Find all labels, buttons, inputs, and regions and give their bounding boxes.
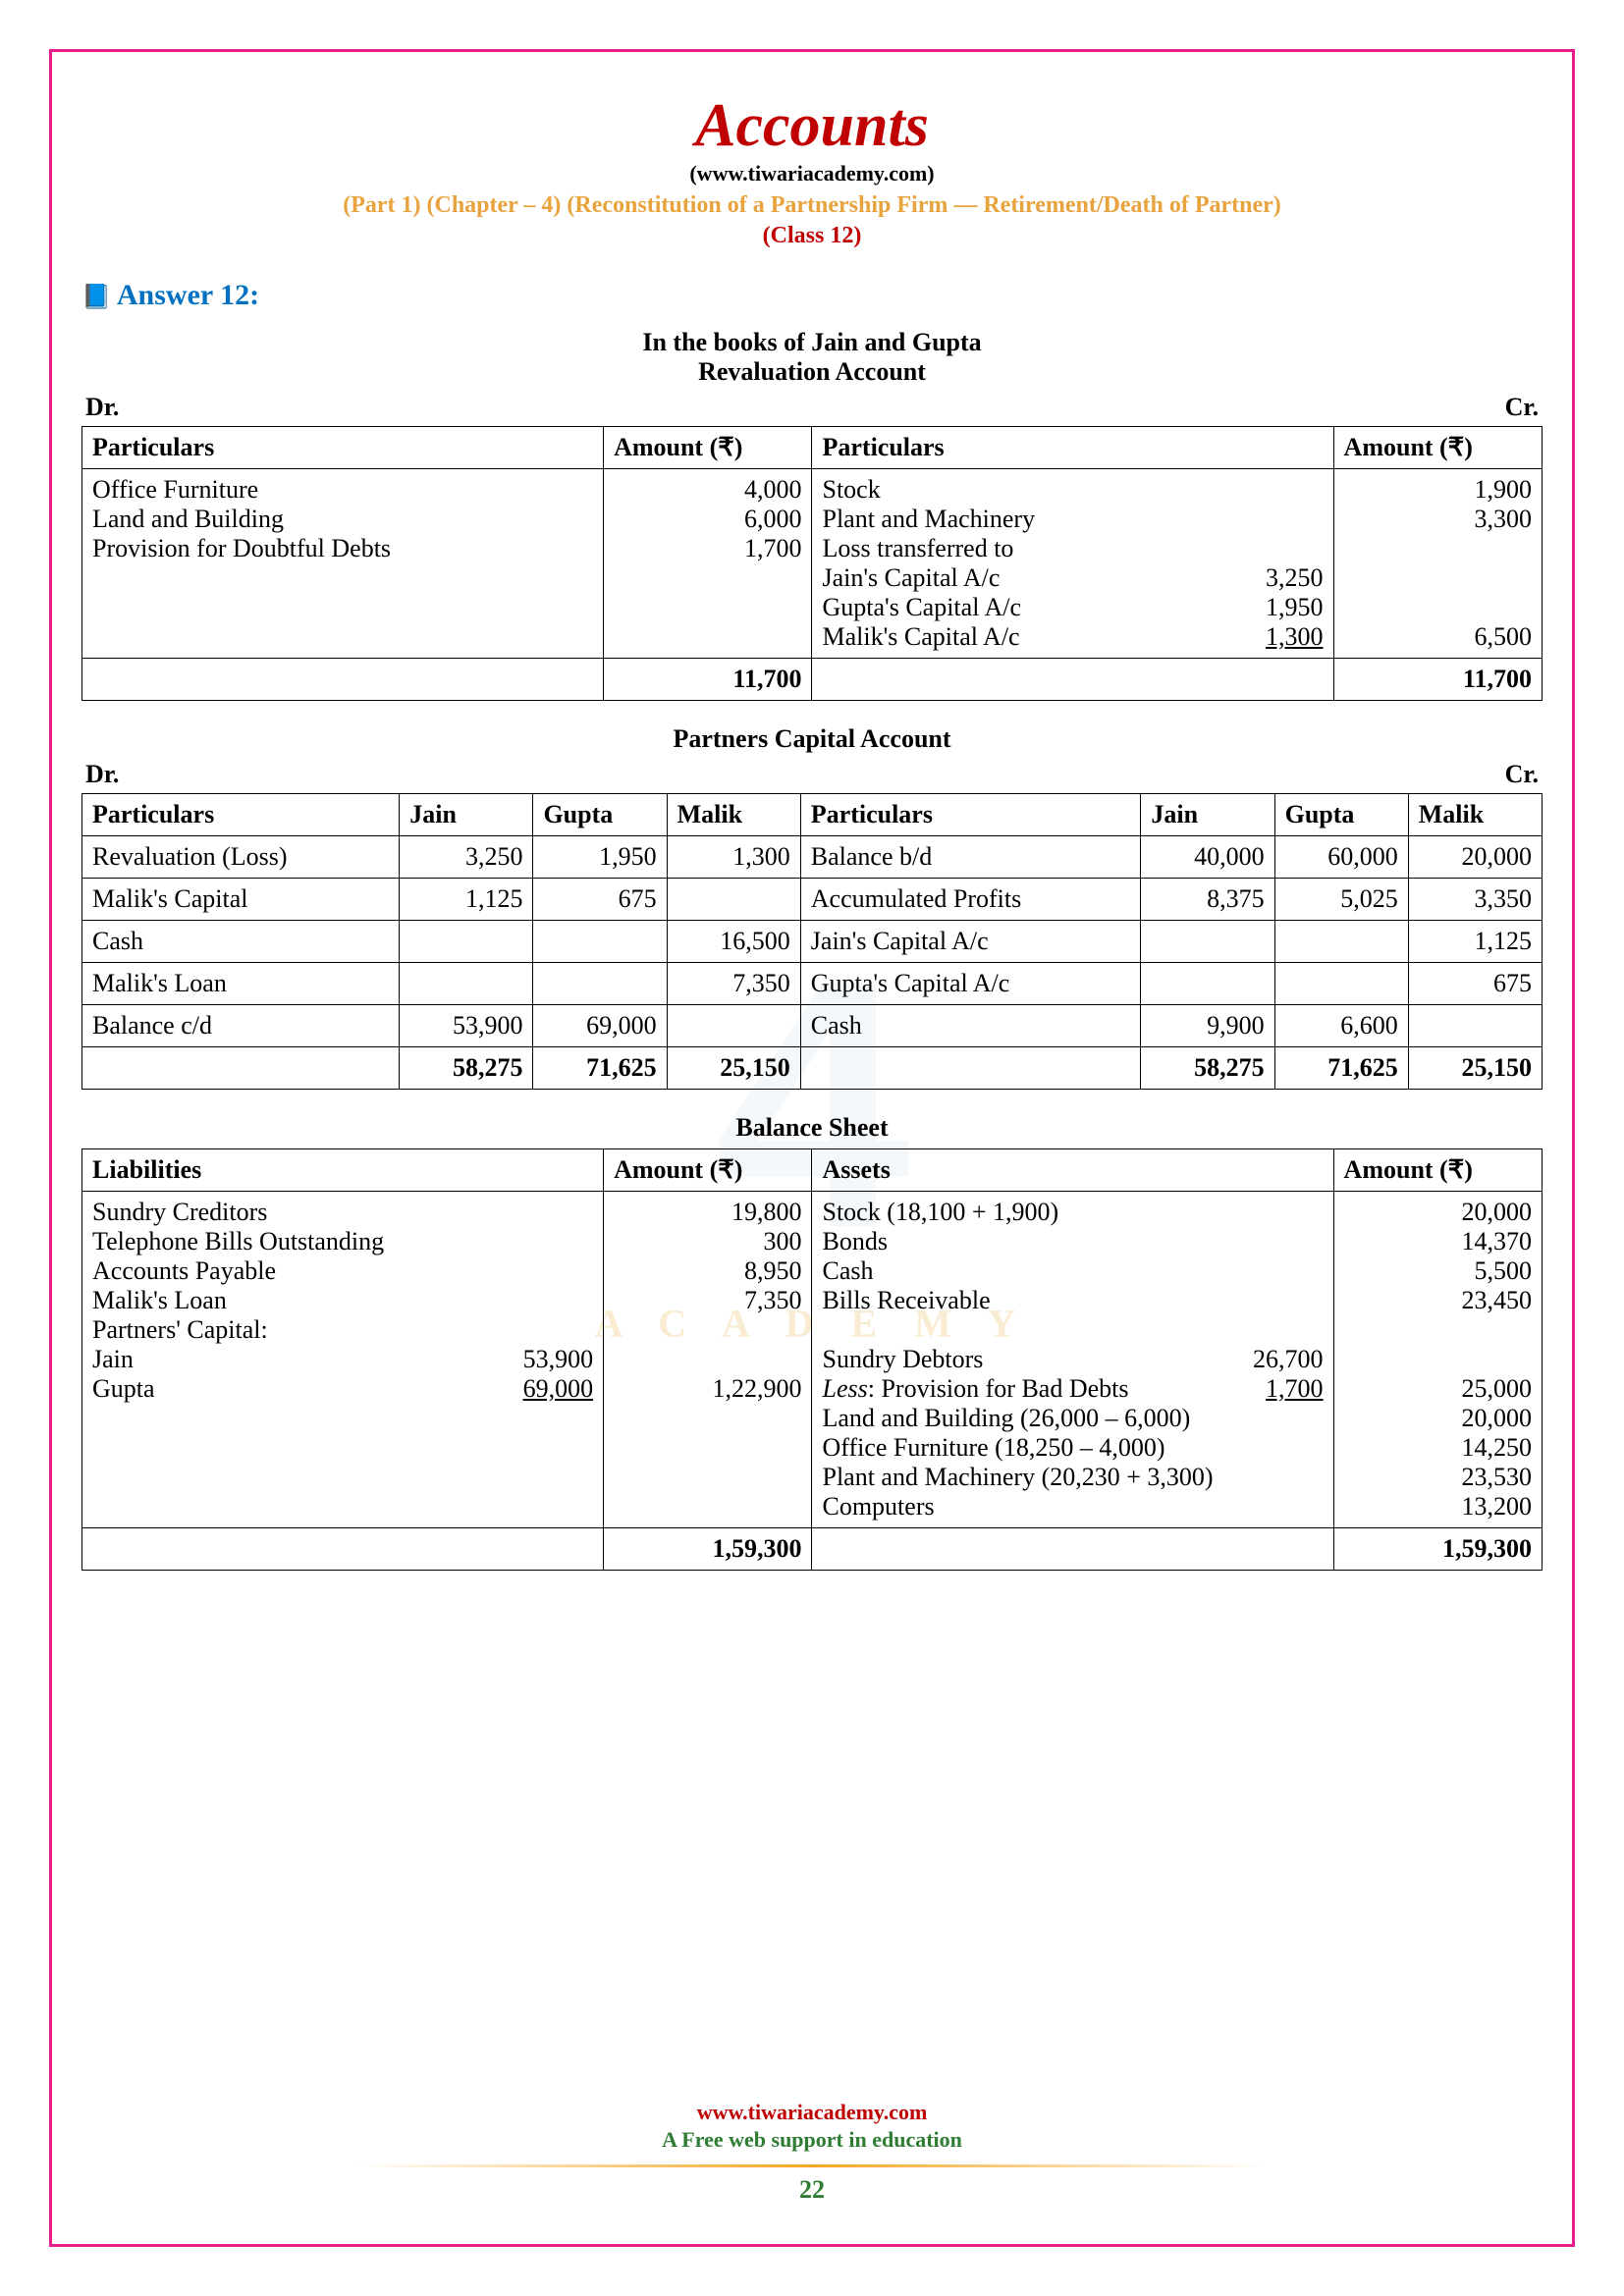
cap-row-rj: 9,900 [1141,1005,1274,1047]
balance-sheet-table: Liabilities Amount (₹) Assets Amount (₹)… [81,1148,1543,1571]
cap-row-lp: Malik's Capital [82,879,400,921]
cap-row-rj: 8,375 [1141,879,1274,921]
reval-head-part-l: Particulars [82,427,604,469]
cap-row-rp: Gupta's Capital A/c [800,963,1141,1005]
answer-heading: Answer 12: [81,279,1543,312]
cap-row-rm: 3,350 [1408,879,1542,921]
reval-total-l: 11,700 [604,659,812,701]
content-wrapper: Accounts (www.tiwariacademy.com) (Part 1… [81,91,1543,1571]
cap-row-rj: 40,000 [1141,836,1274,879]
cap-head-0: Particulars [82,794,400,836]
bs-liab-cell: Sundry CreditorsTelephone Bills Outstand… [82,1192,604,1528]
cap-row-lm [667,1005,800,1047]
cap-row-lg: 675 [533,879,667,921]
cap-row-lg [533,921,667,963]
reval-head-amt-l: Amount (₹) [604,427,812,469]
cap-row-lm: 7,350 [667,963,800,1005]
page-number: 22 [52,2175,1572,2205]
footer-tag: A Free web support in education [52,2127,1572,2153]
cap-row-rp: Balance b/d [800,836,1141,879]
capital-title: Partners Capital Account [81,724,1543,754]
cap-row-lj: 53,900 [400,1005,533,1047]
cr-label: Cr. [1505,393,1539,422]
cap-row-rm: 1,125 [1408,921,1542,963]
cap-head-2: Gupta [533,794,667,836]
cap-head-1: Jain [400,794,533,836]
cap-row-rj [1141,921,1274,963]
cap-row-lp: Revaluation (Loss) [82,836,400,879]
cap-row-rm [1408,1005,1542,1047]
revaluation-title: Revaluation Account [81,357,1543,387]
revaluation-table: Particulars Amount (₹) Particulars Amoun… [81,426,1543,701]
cap-row-rp: Cash [800,1005,1141,1047]
footer: www.tiwariacademy.com A Free web support… [52,2100,1572,2205]
cap-row-lj: 1,125 [400,879,533,921]
cap-row-lg [533,963,667,1005]
bs-liab-amt: 19,8003008,9507,350 1,22,900 [604,1192,812,1528]
bs-head-assets: Assets [812,1149,1333,1192]
cap-row-rg: 6,600 [1274,1005,1408,1047]
revaluation-drcr: Dr. Cr. [81,393,1543,426]
cap-row-rg: 60,000 [1274,836,1408,879]
bs-total-r: 1,59,300 [1333,1528,1542,1571]
reval-right-amt: 1,9003,300 6,500 [1333,469,1542,659]
class-line: (Class 12) [81,223,1543,249]
cap-row-rg [1274,921,1408,963]
cap-row-lp: Balance c/d [82,1005,400,1047]
bs-asset-amt: 20,00014,3705,50023,450 25,00020,00014,2… [1333,1192,1542,1528]
capital-drcr: Dr. Cr. [81,760,1543,793]
cap-row-rg: 5,025 [1274,879,1408,921]
capital-table: ParticularsJainGuptaMalikParticularsJain… [81,793,1543,1090]
footer-separator [356,2164,1269,2167]
bs-head-amt-r: Amount (₹) [1333,1149,1542,1192]
bs-total-blank-r [812,1528,1333,1571]
cap-head-4: Particulars [800,794,1141,836]
dr-label: Dr. [85,393,119,422]
cap-row-lj [400,921,533,963]
site-link: (www.tiwariacademy.com) [81,161,1543,187]
cap-cr: Cr. [1505,760,1539,789]
cap-head-7: Malik [1408,794,1542,836]
cap-row-rm: 20,000 [1408,836,1542,879]
reval-head-amt-r: Amount (₹) [1333,427,1542,469]
cap-row-rm: 675 [1408,963,1542,1005]
bs-total-blank-l [82,1528,604,1571]
cap-row-rj [1141,963,1274,1005]
cap-row-lm: 1,300 [667,836,800,879]
footer-link: www.tiwariacademy.com [52,2100,1572,2125]
reval-total-r: 11,700 [1333,659,1542,701]
cap-head-3: Malik [667,794,800,836]
cap-row-lg: 1,950 [533,836,667,879]
main-title: Accounts [81,91,1543,161]
cap-row-lj [400,963,533,1005]
cap-row-lp: Cash [82,921,400,963]
reval-head-part-r: Particulars [812,427,1333,469]
cap-head-5: Jain [1141,794,1274,836]
books-of: In the books of Jain and Gupta [81,328,1543,357]
bs-head-amt-l: Amount (₹) [604,1149,812,1192]
reval-total-blank-l [82,659,604,701]
cap-row-lg: 69,000 [533,1005,667,1047]
bs-head-liab: Liabilities [82,1149,604,1192]
cap-dr: Dr. [85,760,119,789]
cap-row-lp: Malik's Loan [82,963,400,1005]
reval-total-blank-r [812,659,1333,701]
reval-left-amt: 4,0006,0001,700 [604,469,812,659]
page-border: 4 A C A D E M Y Accounts (www.tiwariacad… [49,49,1575,2247]
cap-row-lj: 3,250 [400,836,533,879]
cap-row-rp: Jain's Capital A/c [800,921,1141,963]
cap-row-rp: Accumulated Profits [800,879,1141,921]
cap-row-rg [1274,963,1408,1005]
chapter-line: (Part 1) (Chapter – 4) (Reconstitution o… [81,192,1543,219]
bs-total-l: 1,59,300 [604,1528,812,1571]
reval-right-cell: StockPlant and MachineryLoss transferred… [812,469,1333,659]
header: Accounts (www.tiwariacademy.com) (Part 1… [81,91,1543,249]
cap-row-lm [667,879,800,921]
bs-asset-cell: Stock (18,100 + 1,900)BondsCashBills Rec… [812,1192,1333,1528]
cap-row-lm: 16,500 [667,921,800,963]
cap-head-6: Gupta [1274,794,1408,836]
reval-left-cell: Office FurnitureLand and BuildingProvisi… [82,469,604,659]
bs-title: Balance Sheet [81,1113,1543,1143]
